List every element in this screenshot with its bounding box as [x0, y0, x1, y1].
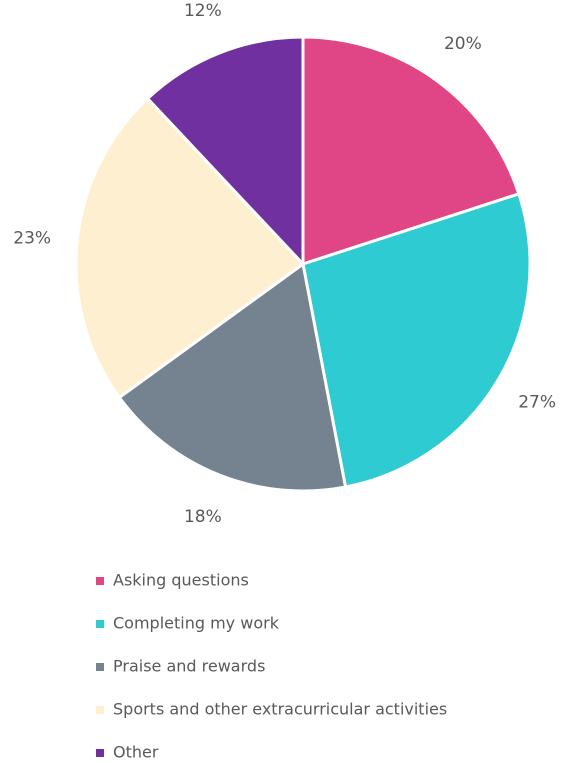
legend-swatch — [96, 620, 104, 628]
pie-slice — [74, 96, 306, 400]
legend-swatch — [96, 706, 104, 714]
data-label: 23% — [13, 228, 51, 248]
legend-label: Sports and other extracurricular activit… — [113, 700, 447, 719]
pie-slice — [301, 191, 532, 489]
pie-slice — [301, 35, 521, 267]
legend-label: Other — [113, 743, 159, 762]
legend-label: Asking questions — [113, 571, 249, 590]
data-label: 20% — [444, 34, 482, 54]
pie-slice — [117, 261, 348, 493]
legend-swatch — [96, 577, 104, 585]
legend-swatch — [96, 749, 104, 757]
legend-label: Completing my work — [113, 614, 280, 633]
data-label: 12% — [184, 1, 222, 21]
pie-slice — [145, 35, 305, 268]
data-label: 18% — [184, 507, 222, 527]
legend-label: Praise and rewards — [113, 657, 265, 676]
data-label: 27% — [518, 392, 556, 412]
legend-swatch — [96, 663, 104, 671]
